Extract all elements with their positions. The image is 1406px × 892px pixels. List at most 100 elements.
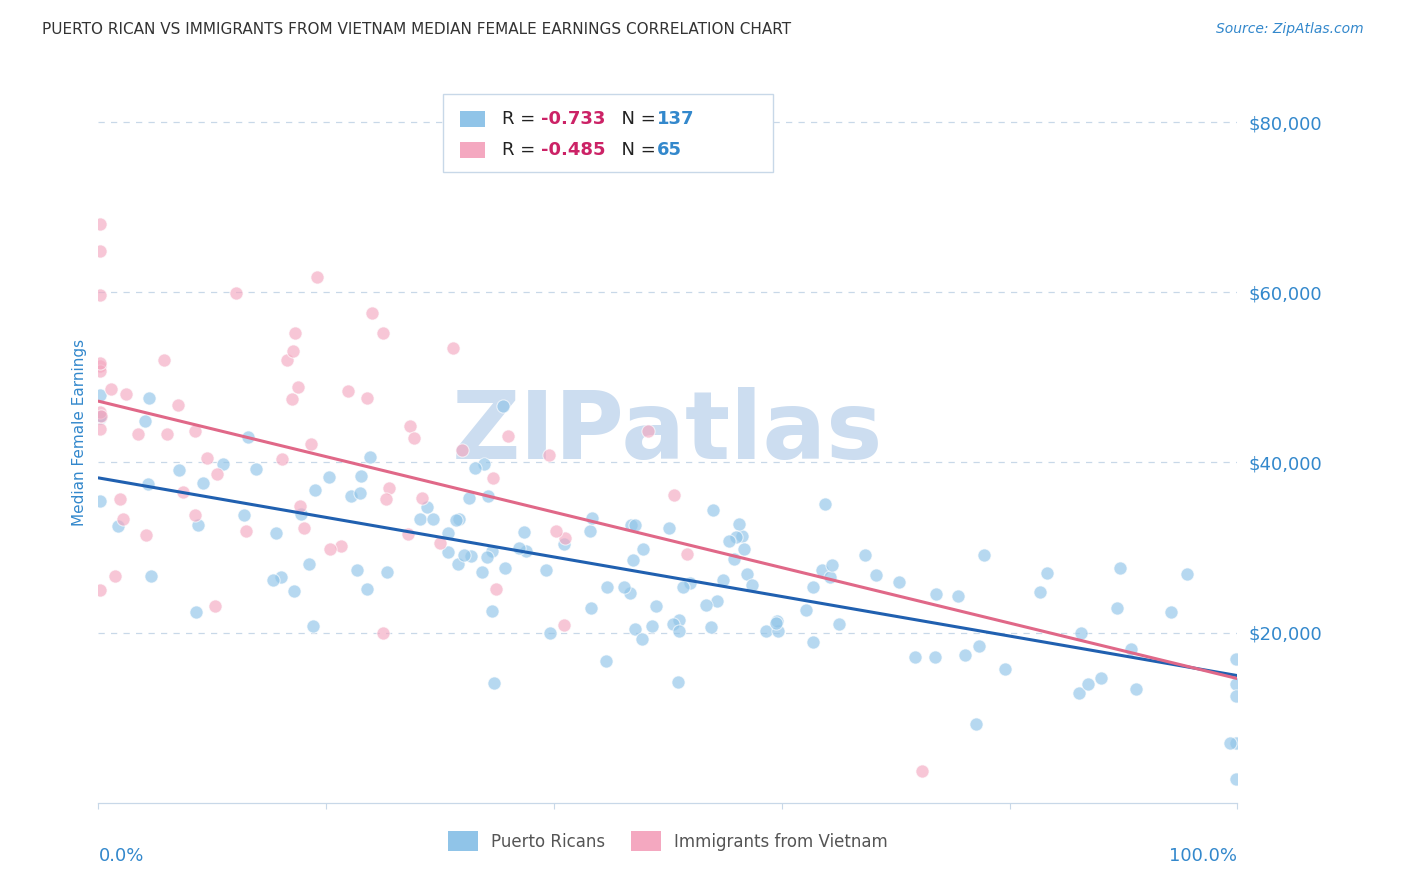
Point: [953, 648, 976, 662]
Point: [378, 481, 401, 495]
Point: [134, 414, 156, 428]
Point: [801, 635, 824, 649]
Point: [1119, 641, 1142, 656]
Point: [534, 563, 557, 577]
Point: [340, 490, 363, 504]
Point: [89, 493, 111, 508]
Point: [235, 524, 257, 538]
Point: [305, 269, 328, 284]
Point: [553, 537, 575, 551]
Point: [453, 548, 475, 562]
Point: [699, 620, 721, 634]
Point: [349, 485, 371, 500]
Point: [283, 344, 305, 359]
Point: [946, 590, 969, 604]
Point: [1175, 567, 1198, 582]
Point: [292, 521, 315, 535]
Point: [766, 614, 789, 628]
Point: [631, 632, 654, 646]
Point: [728, 516, 751, 531]
Point: [329, 540, 352, 554]
Point: [796, 603, 818, 617]
Point: [967, 639, 990, 653]
Point: [471, 566, 494, 580]
Point: [280, 392, 302, 406]
Point: [89, 582, 111, 597]
Point: [304, 483, 326, 497]
Point: [818, 570, 841, 584]
Point: [90, 409, 112, 424]
Point: [1067, 685, 1090, 699]
Point: [166, 398, 188, 412]
Point: [270, 570, 292, 584]
Text: R =: R =: [502, 141, 541, 159]
Point: [398, 419, 420, 434]
Point: [765, 616, 787, 631]
Point: [183, 424, 205, 438]
Point: [641, 618, 664, 632]
Point: [464, 461, 486, 475]
Text: N =: N =: [610, 110, 662, 128]
Point: [302, 618, 325, 632]
Point: [994, 662, 1017, 676]
Point: [1107, 600, 1129, 615]
Point: [482, 676, 505, 690]
Point: [115, 387, 138, 401]
Point: [262, 573, 284, 587]
Point: [89, 409, 111, 424]
Point: [735, 567, 758, 582]
Point: [375, 565, 398, 579]
Point: [668, 613, 690, 627]
Point: [553, 618, 575, 632]
Point: [104, 569, 127, 583]
Point: [482, 471, 505, 485]
Point: [270, 451, 292, 466]
Point: [631, 542, 654, 557]
Text: Source: ZipAtlas.com: Source: ZipAtlas.com: [1216, 22, 1364, 37]
Point: [672, 580, 695, 594]
Point: [356, 391, 378, 405]
Point: [973, 548, 995, 562]
Point: [416, 500, 439, 514]
Point: [107, 518, 129, 533]
Point: [350, 468, 373, 483]
Point: [207, 467, 229, 481]
Point: [89, 410, 111, 425]
Point: [766, 624, 789, 638]
Point: [284, 326, 307, 341]
Point: [411, 491, 433, 505]
Point: [89, 287, 111, 301]
Point: [233, 508, 256, 522]
Point: [624, 622, 647, 636]
Point: [581, 511, 603, 525]
Point: [135, 528, 157, 542]
Point: [89, 356, 111, 370]
Point: [492, 399, 515, 413]
Point: [613, 580, 636, 594]
Point: [1035, 566, 1057, 580]
Point: [1160, 606, 1182, 620]
Point: [396, 527, 419, 541]
Point: [371, 626, 394, 640]
Point: [319, 541, 342, 556]
Point: [695, 598, 717, 612]
Point: [299, 437, 322, 451]
Point: [89, 244, 111, 258]
Point: [578, 524, 600, 538]
Point: [136, 477, 159, 491]
Point: [359, 450, 381, 464]
Point: [127, 427, 149, 442]
Point: [195, 450, 218, 465]
Text: N =: N =: [610, 141, 662, 159]
Point: [375, 491, 398, 506]
Point: [621, 553, 644, 567]
Point: [1090, 671, 1112, 685]
Point: [89, 405, 111, 419]
Point: [711, 573, 734, 587]
Point: [89, 421, 111, 435]
Point: [276, 352, 298, 367]
Point: [498, 429, 520, 443]
Point: [167, 463, 190, 477]
Point: [889, 574, 911, 589]
Point: [409, 512, 432, 526]
